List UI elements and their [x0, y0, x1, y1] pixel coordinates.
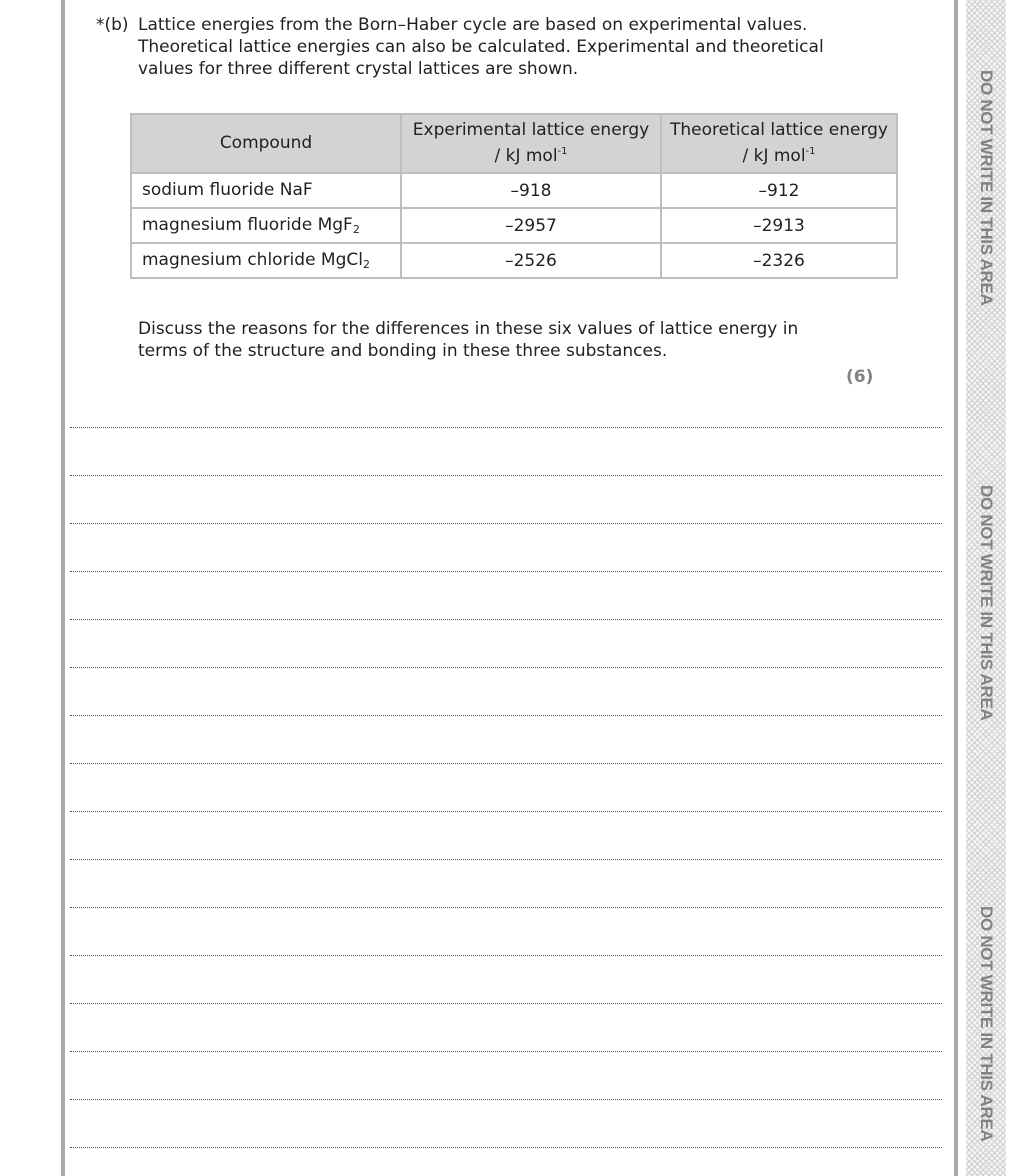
answer-line[interactable]: [70, 475, 942, 476]
question-label: *(b): [96, 15, 129, 35]
header-compound: Compound: [130, 113, 402, 174]
answer-line[interactable]: [70, 427, 942, 428]
compound-cell: sodium fluoride NaF: [130, 172, 402, 209]
table-row: magnesium fluoride MgF2 –2957 –2913: [130, 207, 898, 244]
experimental-cell: –918: [400, 172, 662, 209]
right-border-rule: [954, 0, 958, 1176]
answer-line[interactable]: [70, 955, 942, 956]
answer-line[interactable]: [70, 571, 942, 572]
answer-line[interactable]: [70, 667, 942, 668]
left-margin: [0, 0, 62, 1176]
answer-line[interactable]: [70, 1003, 942, 1004]
marks-allocation: (6): [846, 367, 874, 387]
hatched-margin-strip: [966, 0, 1006, 1176]
table-header-row: Compound Experimental lattice energy / kJ…: [130, 113, 898, 174]
answer-line[interactable]: [70, 907, 942, 908]
experimental-cell: –2526: [400, 242, 662, 279]
answer-line[interactable]: [70, 1099, 942, 1100]
header-experimental: Experimental lattice energy / kJ mol-1: [400, 113, 662, 174]
header-theoretical: Theoretical lattice energy / kJ mol-1: [660, 113, 898, 174]
question-text: Lattice energies from the Born–Haber cyc…: [138, 15, 824, 79]
table-row: magnesium chloride MgCl2 –2526 –2326: [130, 242, 898, 279]
answer-line[interactable]: [70, 859, 942, 860]
lattice-energy-table: Compound Experimental lattice energy / kJ…: [130, 113, 898, 279]
compound-cell: magnesium chloride MgCl2: [130, 242, 402, 279]
answer-line[interactable]: [70, 619, 942, 620]
left-border-rule: [61, 0, 65, 1176]
theoretical-cell: –2326: [660, 242, 898, 279]
answer-line[interactable]: [70, 523, 942, 524]
compound-cell: magnesium fluoride MgF2: [130, 207, 402, 244]
answer-line[interactable]: [70, 763, 942, 764]
answer-line[interactable]: [70, 811, 942, 812]
margin-warning: DO NOT WRITE IN THIS AREA: [977, 485, 996, 721]
answer-line[interactable]: [70, 1147, 942, 1148]
theoretical-cell: –912: [660, 172, 898, 209]
answer-line[interactable]: [70, 715, 942, 716]
margin-warning: DO NOT WRITE IN THIS AREA: [977, 906, 996, 1142]
answer-line[interactable]: [70, 1051, 942, 1052]
discussion-prompt: Discuss the reasons for the differences …: [138, 319, 799, 361]
margin-warning: DO NOT WRITE IN THIS AREA: [977, 70, 996, 306]
theoretical-cell: –2913: [660, 207, 898, 244]
table-row: sodium fluoride NaF –918 –912: [130, 172, 898, 209]
experimental-cell: –2957: [400, 207, 662, 244]
